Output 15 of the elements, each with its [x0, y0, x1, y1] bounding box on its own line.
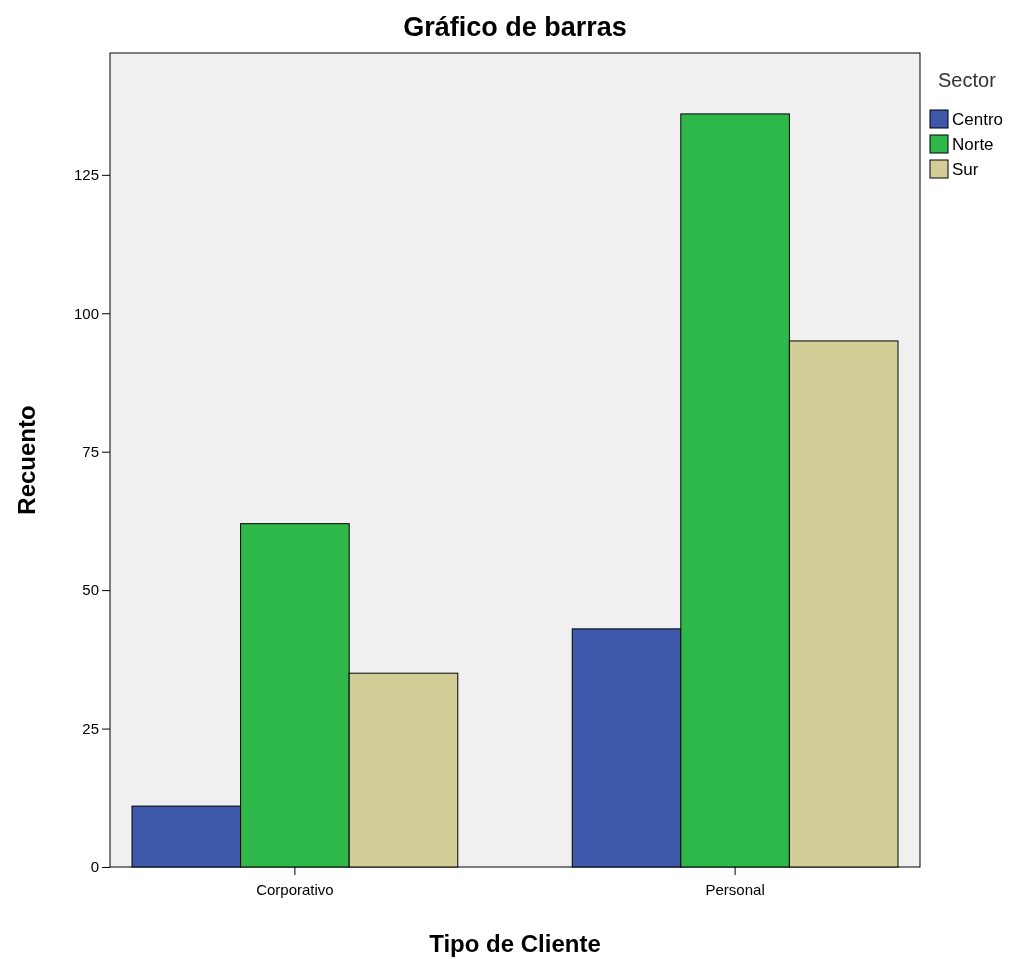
- y-axis-title: Recuento: [13, 405, 40, 515]
- legend-label: Sur: [952, 160, 979, 179]
- y-tick-label: 75: [82, 442, 99, 460]
- y-tick-label: 25: [82, 719, 99, 737]
- y-tick-label: 0: [90, 858, 99, 876]
- legend-label: Norte: [952, 135, 994, 154]
- x-tick-label: Corporativo: [256, 880, 334, 898]
- chart-title: Gráfico de barras: [403, 12, 627, 42]
- y-tick-label: 50: [82, 581, 99, 599]
- legend-title: Sector: [938, 69, 997, 91]
- x-axis-title: Tipo de Cliente: [429, 930, 601, 957]
- y-tick-label: 100: [73, 304, 99, 322]
- y-tick-label: 125: [73, 166, 99, 184]
- legend-label: Centro: [952, 110, 1004, 129]
- x-tick-label: Personal: [705, 880, 765, 898]
